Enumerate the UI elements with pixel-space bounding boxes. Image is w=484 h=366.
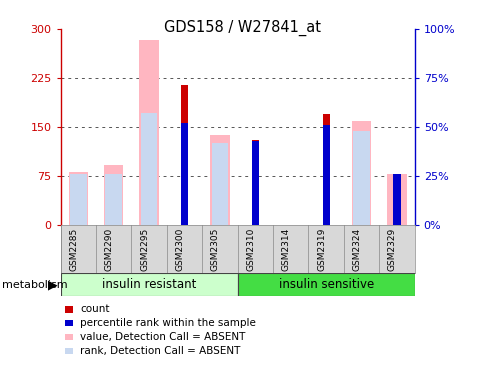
Text: GSM2319: GSM2319	[317, 227, 325, 271]
Bar	[70, 174, 87, 225]
Bar	[352, 131, 369, 225]
Text: GSM2290: GSM2290	[105, 227, 113, 271]
Text: value, Detection Call = ABSENT: value, Detection Call = ABSENT	[80, 332, 245, 342]
Bar	[393, 174, 400, 225]
Text: GSM2285: GSM2285	[69, 227, 78, 271]
Text: GSM2295: GSM2295	[140, 227, 149, 271]
Bar	[140, 113, 157, 225]
Bar	[251, 141, 258, 225]
Text: GSM2314: GSM2314	[281, 227, 290, 271]
Text: GSM2329: GSM2329	[387, 227, 396, 271]
Text: GDS158 / W27841_at: GDS158 / W27841_at	[164, 20, 320, 36]
Text: GSM2310: GSM2310	[246, 227, 255, 271]
Bar	[60, 273, 237, 296]
Text: percentile rank within the sample: percentile rank within the sample	[80, 318, 256, 328]
Bar	[211, 143, 228, 225]
Bar	[104, 165, 123, 225]
Bar	[322, 114, 329, 225]
Text: count: count	[80, 304, 109, 314]
Text: metabolism: metabolism	[2, 280, 68, 290]
Text: GSM2300: GSM2300	[175, 227, 184, 271]
Text: rank, Detection Call = ABSENT: rank, Detection Call = ABSENT	[80, 346, 240, 356]
Bar	[139, 40, 159, 225]
Bar	[181, 85, 188, 225]
Bar	[351, 121, 371, 225]
Text: GSM2305: GSM2305	[211, 227, 219, 271]
Text: insulin resistant: insulin resistant	[102, 278, 196, 291]
Bar	[105, 174, 122, 225]
Bar	[251, 140, 258, 225]
Bar	[386, 174, 406, 225]
Text: ▶: ▶	[47, 278, 57, 291]
Text: GSM2324: GSM2324	[352, 227, 361, 270]
Bar	[210, 135, 229, 225]
Bar	[68, 172, 88, 225]
Bar	[181, 123, 188, 225]
Text: insulin sensitive: insulin sensitive	[278, 278, 373, 291]
Bar	[322, 125, 329, 225]
Bar	[237, 273, 414, 296]
